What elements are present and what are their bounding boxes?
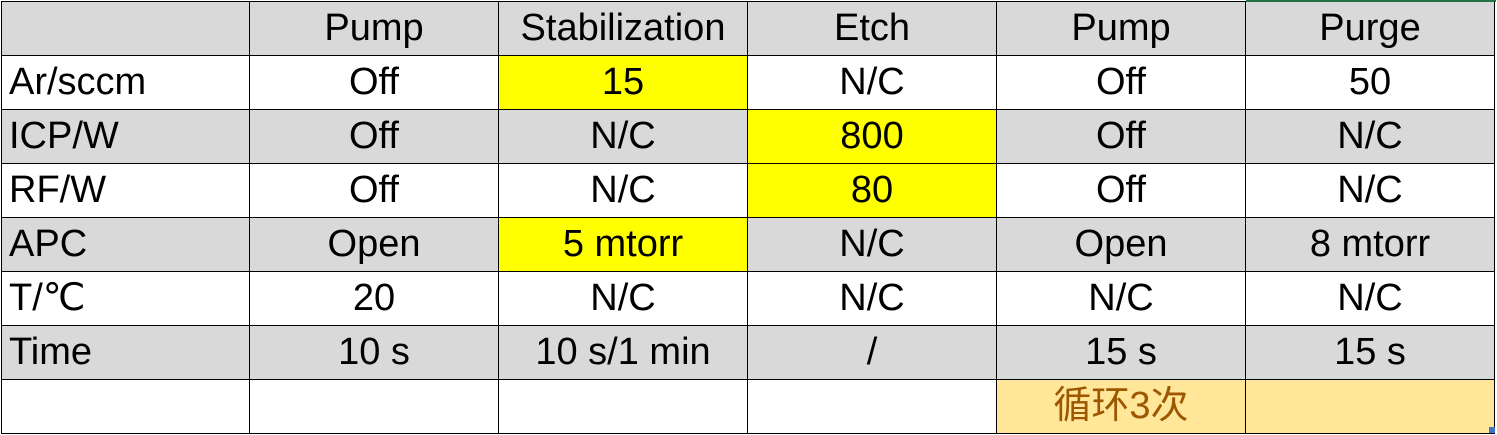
row-icp-w: ICP/W Off N/C 800 Off N/C bbox=[1, 109, 1495, 164]
cycle-note-cell[interactable]: 循环3次 bbox=[996, 379, 1246, 434]
table-cell[interactable]: N/C bbox=[747, 217, 997, 272]
table-cell[interactable]: Off bbox=[249, 109, 499, 164]
table-cell[interactable]: N/C bbox=[498, 109, 748, 164]
table-cell[interactable]: Off bbox=[996, 163, 1246, 218]
highlighted-cell[interactable]: 5 mtorr bbox=[498, 217, 748, 272]
header-cell-etch[interactable]: Etch bbox=[747, 1, 997, 56]
row-apc: APC Open 5 mtorr N/C Open 8 mtorr bbox=[1, 217, 1495, 272]
empty-cell[interactable] bbox=[249, 379, 499, 434]
table-cell[interactable]: 15 s bbox=[1245, 325, 1495, 380]
table-cell[interactable]: Open bbox=[249, 217, 499, 272]
table-cell[interactable]: Off bbox=[996, 55, 1246, 110]
table-cell[interactable]: Open bbox=[996, 217, 1246, 272]
row-label-cell[interactable]: APC bbox=[1, 217, 250, 272]
table-cell[interactable]: Off bbox=[249, 163, 499, 218]
table-cell[interactable]: N/C bbox=[498, 271, 748, 326]
empty-cell[interactable] bbox=[1, 379, 250, 434]
fill-handle-icon[interactable] bbox=[1489, 427, 1495, 433]
header-cell-purge[interactable]: Purge bbox=[1245, 1, 1495, 56]
table-cell[interactable]: N/C bbox=[1245, 271, 1495, 326]
selection-edge bbox=[1246, 0, 1496, 2]
header-row: Pump Stabilization Etch Pump Purge bbox=[1, 1, 1495, 56]
empty-cell[interactable] bbox=[747, 379, 997, 434]
row-time: Time 10 s 10 s/1 min / 15 s 15 s bbox=[1, 325, 1495, 380]
table-cell[interactable]: 8 mtorr bbox=[1245, 217, 1495, 272]
row-label-cell[interactable]: RF/W bbox=[1, 163, 250, 218]
table-cell[interactable]: 10 s/1 min bbox=[498, 325, 748, 380]
row-label-cell[interactable]: T/℃ bbox=[1, 271, 250, 326]
table-cell[interactable]: N/C bbox=[747, 271, 997, 326]
row-label-cell[interactable]: ICP/W bbox=[1, 109, 250, 164]
table-cell[interactable]: 15 s bbox=[996, 325, 1246, 380]
table-cell[interactable]: N/C bbox=[747, 55, 997, 110]
highlighted-cell[interactable]: 15 bbox=[498, 55, 748, 110]
header-corner-cell[interactable] bbox=[1, 1, 250, 56]
table-cell[interactable]: 50 bbox=[1245, 55, 1495, 110]
table-cell[interactable]: Off bbox=[996, 109, 1246, 164]
row-label-cell[interactable]: Ar/sccm bbox=[1, 55, 250, 110]
header-cell-pump-2[interactable]: Pump bbox=[996, 1, 1246, 56]
row-label-cell[interactable]: Time bbox=[1, 325, 250, 380]
cycle-note-fill-cell[interactable] bbox=[1245, 379, 1495, 434]
table-cell[interactable]: N/C bbox=[498, 163, 748, 218]
table-cell[interactable]: 10 s bbox=[249, 325, 499, 380]
table-cell[interactable]: Off bbox=[249, 55, 499, 110]
row-ar-sccm: Ar/sccm Off 15 N/C Off 50 bbox=[1, 55, 1495, 110]
header-cell-stabilization[interactable]: Stabilization bbox=[498, 1, 748, 56]
empty-cell[interactable] bbox=[498, 379, 748, 434]
row-footer: 循环3次 bbox=[1, 379, 1495, 434]
table-cell[interactable]: 20 bbox=[249, 271, 499, 326]
table-cell[interactable]: / bbox=[747, 325, 997, 380]
table-cell[interactable]: N/C bbox=[1245, 163, 1495, 218]
highlighted-cell[interactable]: 80 bbox=[747, 163, 997, 218]
row-rf-w: RF/W Off N/C 80 Off N/C bbox=[1, 163, 1495, 218]
row-temperature: T/℃ 20 N/C N/C N/C N/C bbox=[1, 271, 1495, 326]
table-cell[interactable]: N/C bbox=[996, 271, 1246, 326]
highlighted-cell[interactable]: 800 bbox=[747, 109, 997, 164]
header-cell-pump[interactable]: Pump bbox=[249, 1, 499, 56]
table-cell[interactable]: N/C bbox=[1245, 109, 1495, 164]
